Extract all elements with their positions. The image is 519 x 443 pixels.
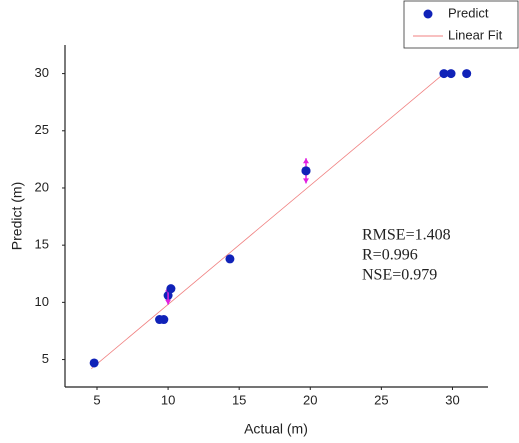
point — [439, 69, 449, 79]
legend-label: Linear Fit — [448, 27, 503, 42]
point — [225, 254, 235, 264]
legend-marker — [423, 9, 433, 19]
x-tick-label: 10 — [161, 392, 175, 407]
fit-line — [91, 73, 445, 370]
error-bar-point — [301, 166, 311, 176]
point — [89, 358, 99, 368]
point — [446, 69, 456, 79]
legend-box — [403, 0, 519, 49]
point — [166, 284, 176, 294]
y-tick-label: 10 — [35, 294, 49, 309]
annotation: R=0.996 — [362, 247, 418, 264]
point — [159, 315, 169, 325]
x-tick-label: 25 — [374, 392, 388, 407]
y-tick-label: 20 — [35, 179, 49, 194]
annotation: RMSE=1.408 — [362, 227, 451, 244]
y-tick-label: 25 — [35, 122, 49, 137]
y-tick-label: 5 — [42, 351, 49, 366]
y-tick-label: 15 — [35, 237, 49, 252]
y-axis-title: Predict (m) — [9, 182, 25, 250]
x-tick-label: 5 — [93, 392, 100, 407]
x-tick-label: 30 — [445, 392, 459, 407]
x-tick-label: 15 — [232, 392, 246, 407]
point — [462, 69, 472, 79]
legend-label: Predict — [448, 5, 489, 20]
annotation: NSE=0.979 — [362, 267, 437, 284]
y-tick-label: 30 — [35, 65, 49, 80]
x-tick-label: 20 — [303, 392, 317, 407]
x-axis-title: Actual (m) — [244, 421, 308, 437]
